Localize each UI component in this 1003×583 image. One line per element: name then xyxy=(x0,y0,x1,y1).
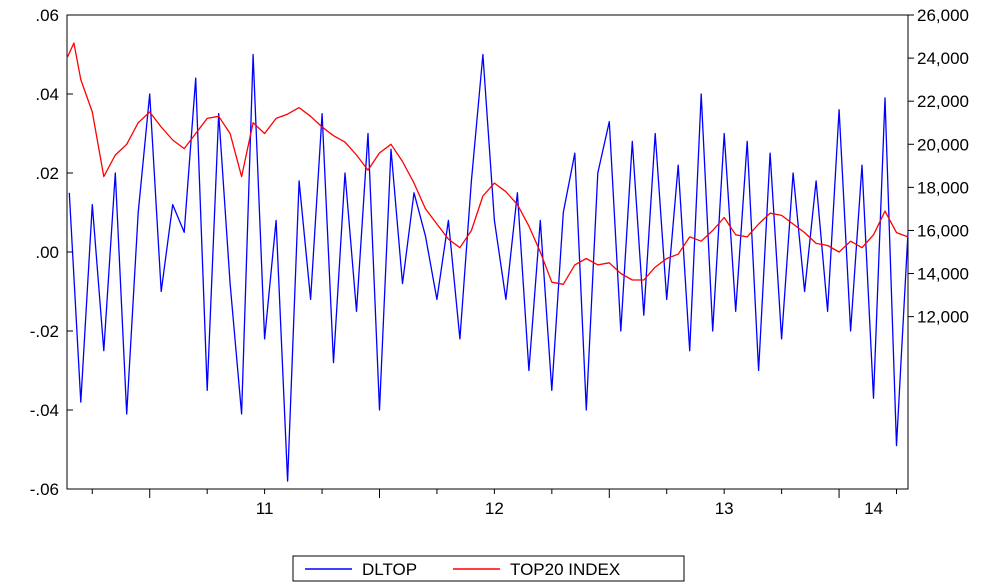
left-tick-label: -.06 xyxy=(30,480,59,499)
left-tick-label: -.04 xyxy=(30,401,59,420)
x-tick-label: 14 xyxy=(864,499,883,518)
left-tick-label: .00 xyxy=(35,243,59,262)
left-tick-label: -.02 xyxy=(30,322,59,341)
x-tick-label: 11 xyxy=(256,499,274,518)
left-y-axis: .06 .04 .02 .00 -.02 -.04 -.06 xyxy=(30,6,73,499)
right-tick-label: 16,000 xyxy=(917,221,969,240)
x-tick-label: 12 xyxy=(485,499,504,518)
left-tick-label: .06 xyxy=(35,6,59,25)
series-layer xyxy=(66,42,909,482)
right-tick-label: 20,000 xyxy=(917,135,969,154)
right-tick-label: 26,000 xyxy=(917,6,969,25)
legend-label-dltop: DLTOP xyxy=(362,560,417,579)
right-y-axis: 26,000 24,000 22,000 20,000 18,000 16,000 14,0… xyxy=(908,6,969,327)
legend-label-top20-index: TOP20 INDEX xyxy=(510,560,620,579)
legend: DLTOP TOP20 INDEX xyxy=(292,555,685,582)
series-line-dltop xyxy=(68,53,909,482)
x-tick-label: 13 xyxy=(715,499,734,518)
right-tick-label: 12,000 xyxy=(917,308,969,327)
right-tick-label: 22,000 xyxy=(917,92,969,111)
right-tick-label: 24,000 xyxy=(917,49,969,68)
x-axis: 11 12 13 14 xyxy=(91,489,898,518)
left-tick-label: .04 xyxy=(35,85,59,104)
series-line-top20-index xyxy=(66,42,909,285)
right-tick-label: 14,000 xyxy=(917,265,969,284)
right-tick-label: 18,000 xyxy=(917,178,969,197)
left-tick-label: .02 xyxy=(35,164,59,183)
plot-frame xyxy=(66,14,909,490)
